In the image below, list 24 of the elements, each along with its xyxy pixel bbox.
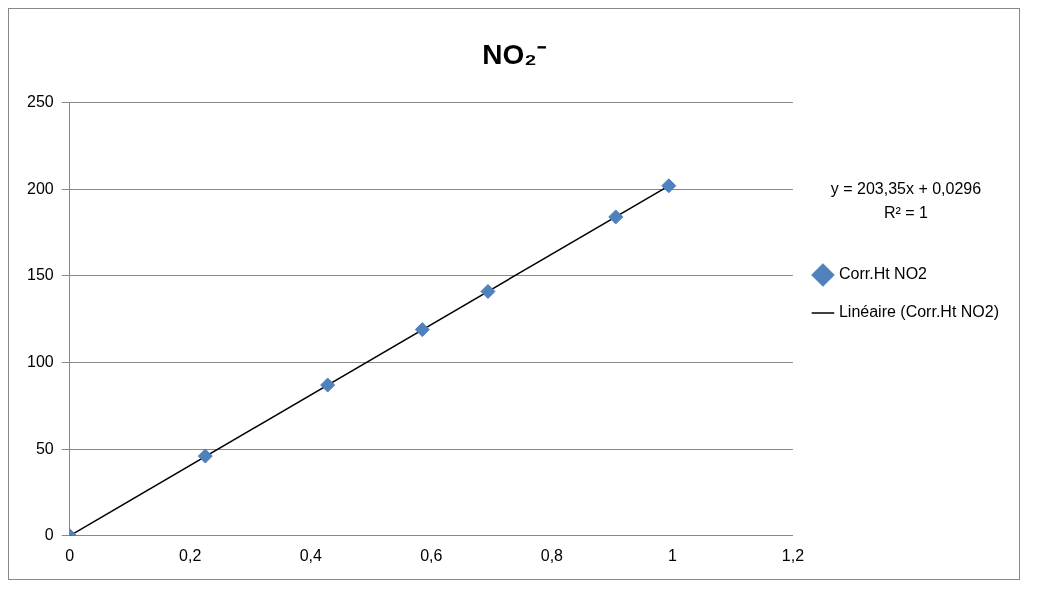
point (480, 283, 496, 299)
y-tick-label: 150 (26, 266, 54, 284)
point (197, 448, 213, 464)
x-tick-label: 0 (65, 546, 75, 564)
text: R² = 1 (883, 204, 929, 222)
point (661, 178, 677, 194)
x-tick-label: 1,2 (781, 546, 805, 564)
y-tick-label: 50 (35, 439, 54, 457)
point (608, 209, 624, 225)
y-tick-label: 200 (26, 179, 54, 197)
x-tick-label: 0,8 (540, 546, 564, 564)
x-tick-label: 0,6 (420, 546, 443, 564)
y-tick-label: 0 (44, 526, 54, 544)
y-tick-label: 250 (26, 93, 54, 111)
y-tick-label: 100 (26, 352, 54, 370)
legend-label: Corr.Ht NO2 (838, 265, 928, 283)
chart-title: NO₂⁻ (482, 38, 546, 70)
x-tick-label: 1 (667, 546, 677, 564)
x-tick-label: 0,4 (299, 546, 322, 564)
legend-label: Linéaire (Corr.Ht NO2) (838, 303, 999, 321)
point (414, 322, 430, 338)
x-tick-label: 0,2 (179, 546, 202, 564)
text: y = 203,35x + 0,0296 (830, 180, 982, 198)
point (320, 377, 336, 393)
